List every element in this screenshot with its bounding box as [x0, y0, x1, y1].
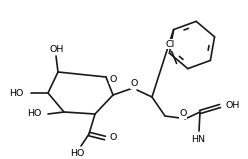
- Text: HN: HN: [191, 135, 205, 145]
- Text: OH: OH: [226, 100, 240, 110]
- Text: Cl: Cl: [166, 40, 175, 49]
- Text: O: O: [130, 80, 138, 89]
- Text: HO: HO: [27, 110, 41, 118]
- Text: O: O: [110, 134, 117, 142]
- Text: HO: HO: [70, 149, 84, 158]
- Text: O: O: [110, 75, 117, 83]
- Text: HO: HO: [10, 89, 24, 97]
- Text: OH: OH: [50, 45, 64, 55]
- Text: O: O: [179, 110, 187, 118]
